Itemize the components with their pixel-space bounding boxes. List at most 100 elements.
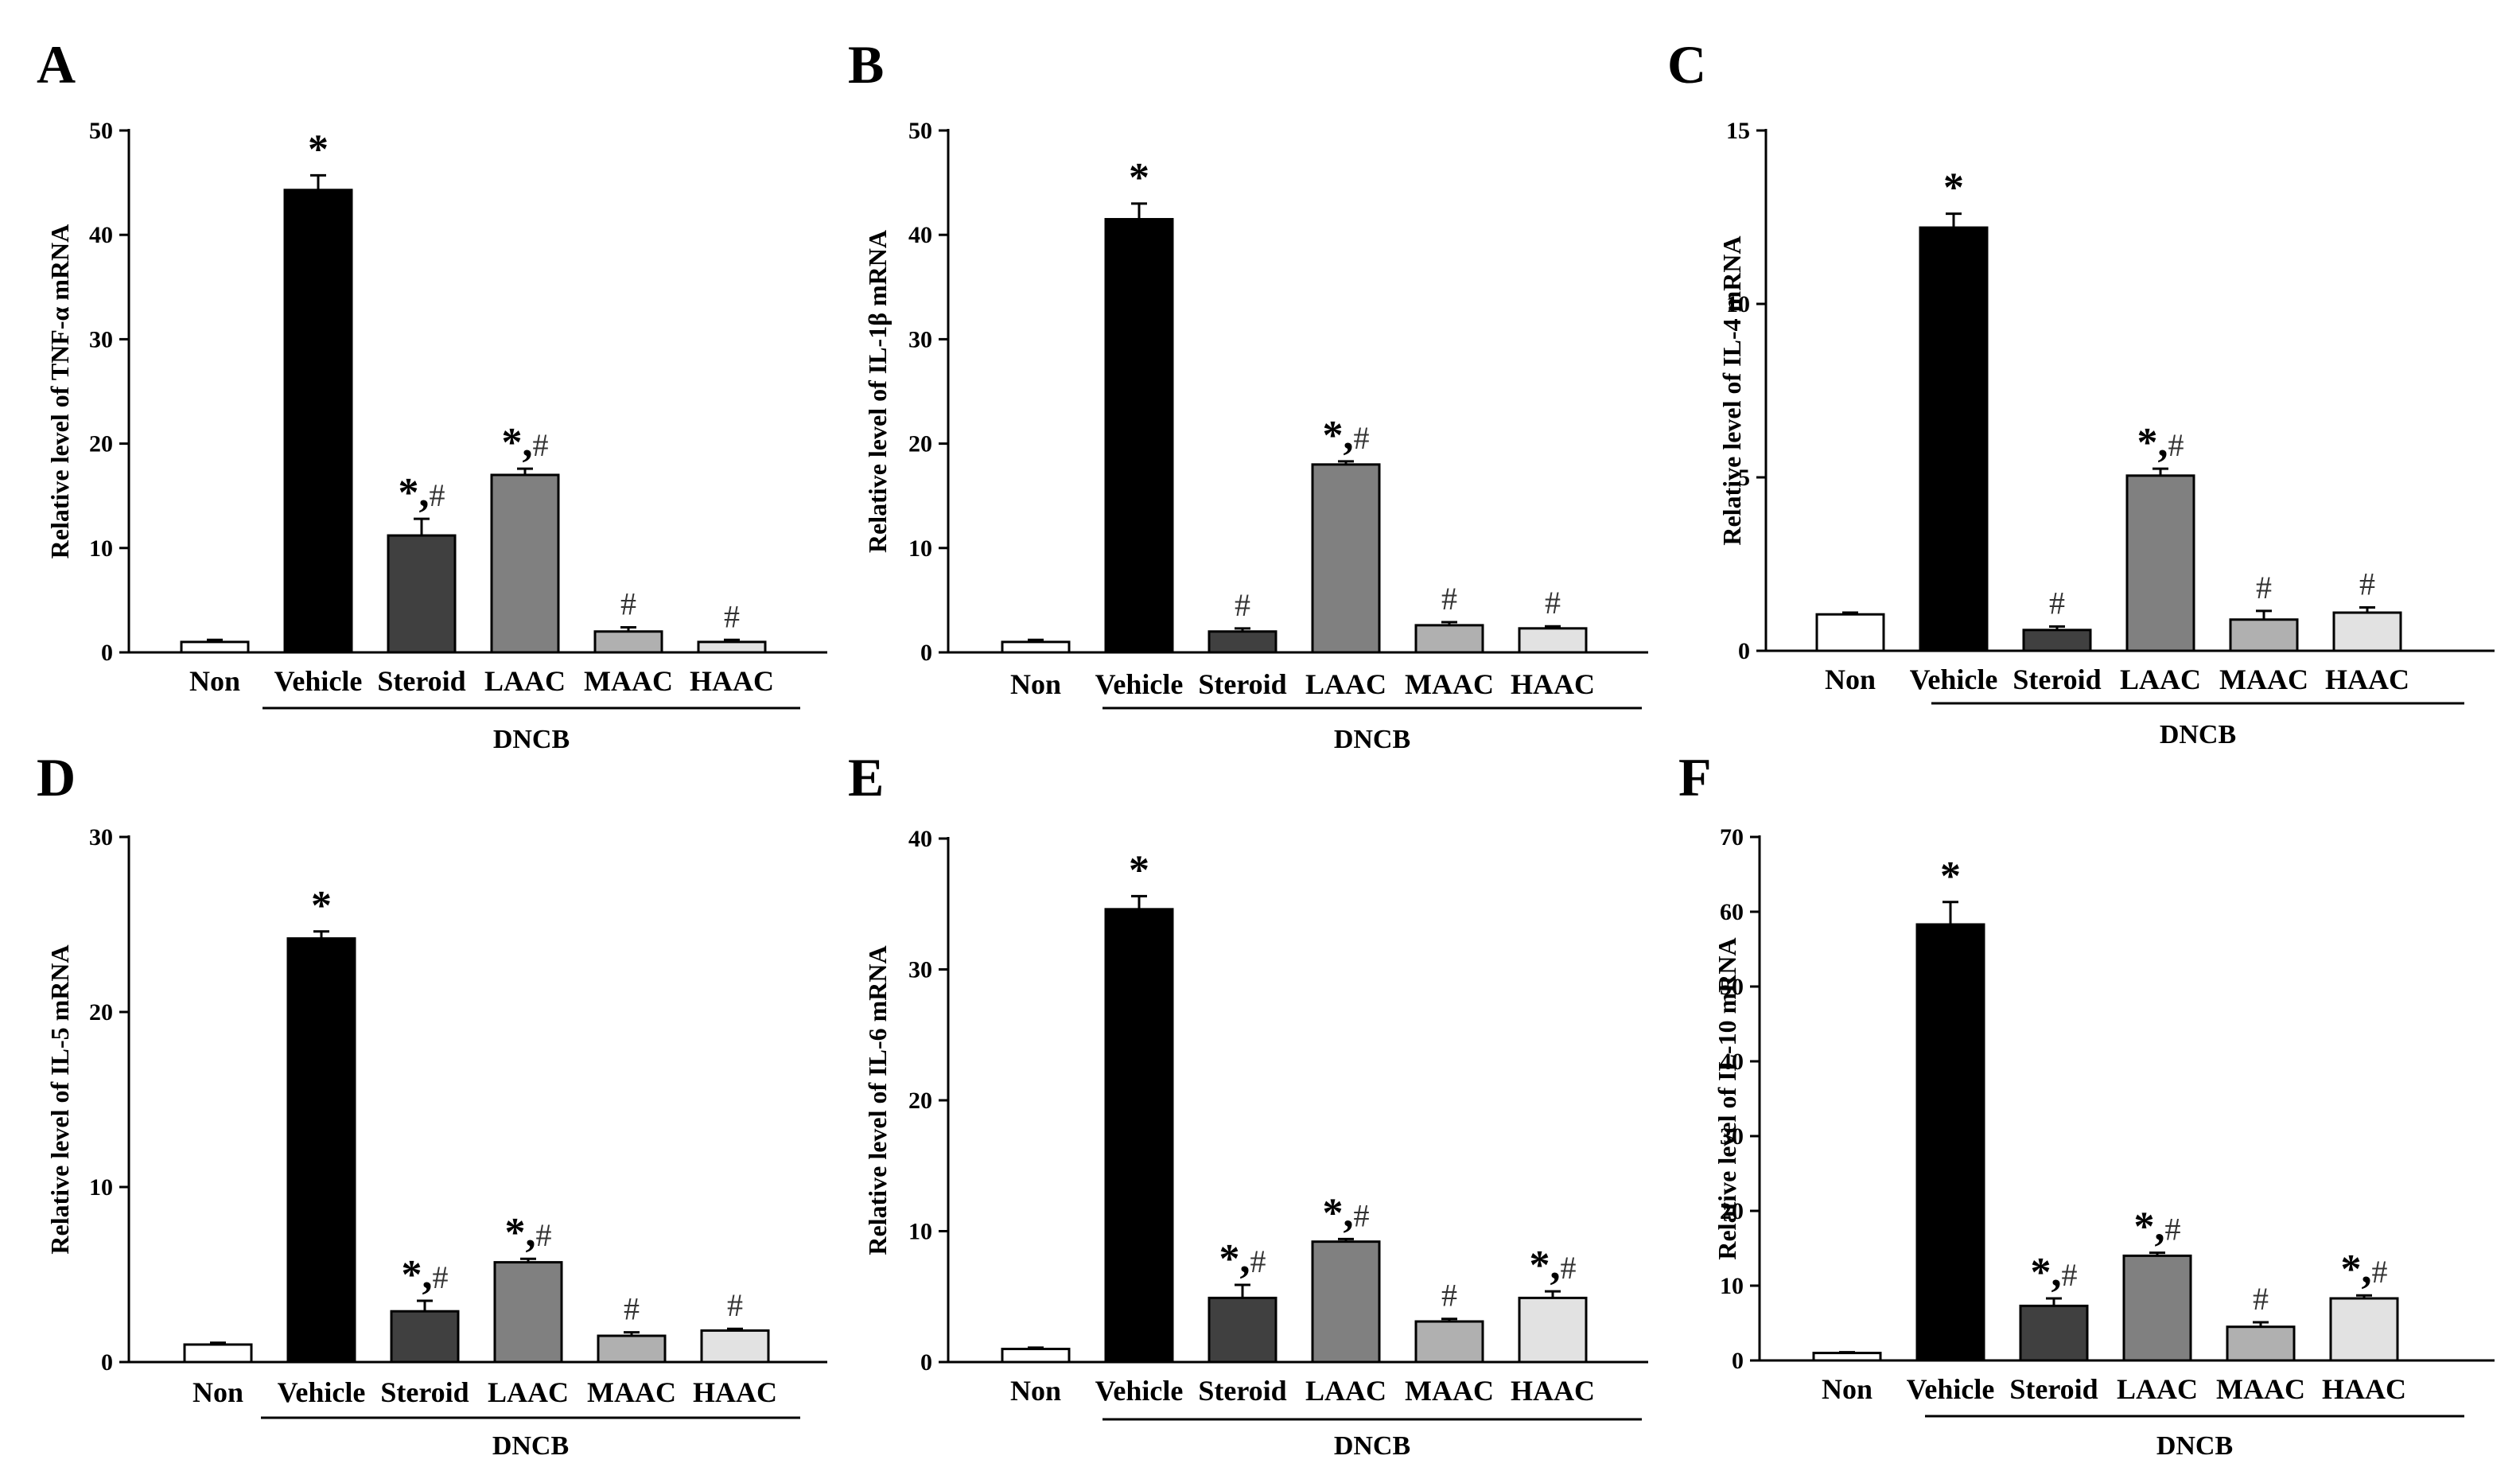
significance-hash: # xyxy=(2165,1212,2181,1247)
category-label: LAAC xyxy=(2120,664,2201,695)
y-tick-label: 20 xyxy=(89,999,113,1026)
y-tick-label: 10 xyxy=(1726,291,1750,317)
bar-maac xyxy=(597,1334,667,1364)
y-tick-label: 40 xyxy=(1720,1049,1744,1075)
significance-star: * xyxy=(402,1252,422,1298)
significance-mark: * xyxy=(1940,854,1961,899)
significance-star: * xyxy=(1940,854,1961,899)
significance-mark: # xyxy=(620,586,636,622)
category-label: Non xyxy=(189,665,240,697)
category-label: LAAC xyxy=(2117,1373,2198,1405)
bar-maac xyxy=(1414,1320,1484,1364)
category-label: HAAC xyxy=(2322,1373,2406,1405)
group-label: DNCB xyxy=(2160,720,2236,749)
category-label: MAAC xyxy=(2219,664,2308,695)
y-tick-label: 50 xyxy=(908,118,932,144)
significance-comma: , xyxy=(2158,420,2168,465)
y-tick-label: 30 xyxy=(908,957,932,983)
significance-hash: # xyxy=(1354,1197,1370,1233)
bar-laac xyxy=(490,473,560,654)
group-label: DNCB xyxy=(1334,725,1410,754)
significance-hash: # xyxy=(620,586,636,622)
category-label: LAAC xyxy=(1305,668,1386,700)
significance-star: * xyxy=(1530,1243,1550,1288)
significance-mark: # xyxy=(1235,587,1250,623)
category-label: Steroid xyxy=(2012,664,2101,695)
y-tick-label: 0 xyxy=(920,1349,932,1376)
group-label: DNCB xyxy=(1334,1431,1410,1461)
significance-hash: # xyxy=(724,598,740,634)
significance-comma: , xyxy=(419,470,430,516)
y-tick-label: 70 xyxy=(1720,824,1744,850)
category-label: Non xyxy=(1010,1375,1061,1407)
y-tick-label: 10 xyxy=(908,535,932,562)
significance-mark: # xyxy=(1441,581,1457,617)
y-tick-label: 20 xyxy=(89,431,113,457)
significance-mark: # xyxy=(624,1291,640,1327)
bar-non xyxy=(183,1343,253,1364)
panel-a: A 0 10 20 30 40 50 Relative level of TNF-α mRNA… xyxy=(37,34,827,754)
significance-star: * xyxy=(2031,1250,2051,1295)
category-label: Non xyxy=(1010,668,1061,700)
bar-non xyxy=(1001,1348,1071,1364)
y-tick-label: 30 xyxy=(89,824,113,850)
y-axis-label: Relative level of IL-6 mRNA xyxy=(863,945,892,1255)
bar-laac xyxy=(1311,1240,1381,1364)
group-label: DNCB xyxy=(493,725,570,754)
y-tick-label: 0 xyxy=(1738,638,1750,664)
significance-mark: *,# xyxy=(2134,1205,2181,1250)
y-tick-label: 50 xyxy=(1720,974,1744,1000)
y-tick-label: 60 xyxy=(1720,899,1744,925)
significance-mark: * xyxy=(311,883,332,928)
bar-non xyxy=(180,640,250,654)
category-label: MAAC xyxy=(584,665,673,697)
category-label: Vehicle xyxy=(1910,664,1998,695)
bar-steroid xyxy=(2022,629,2092,652)
significance-mark: *,# xyxy=(2341,1247,2388,1292)
panel-e: E 0 10 20 30 40 Relative level of IL-6 mRNA Non… xyxy=(848,747,1648,1461)
significance-mark: # xyxy=(2359,566,2375,602)
category-label: Vehicle xyxy=(1095,668,1184,700)
panel-letter: E xyxy=(848,747,884,808)
category-label: Vehicle xyxy=(274,665,363,697)
significance-comma: , xyxy=(523,420,533,465)
bar-vehicle xyxy=(286,937,356,1364)
category-label: Steroid xyxy=(380,1376,469,1408)
significance-hash: # xyxy=(1561,1250,1577,1286)
y-tick-label: 20 xyxy=(1720,1198,1744,1224)
bar-maac xyxy=(2229,618,2299,652)
panel-d: D 0 10 20 30 Relative level of IL-5 mRNA Non * V… xyxy=(37,747,827,1461)
significance-star: * xyxy=(1129,155,1149,200)
y-tick-label: 0 xyxy=(101,640,113,666)
significance-hash: # xyxy=(624,1291,640,1327)
y-axis-label: Relative level of IL-1β mRNA xyxy=(863,230,892,553)
significance-star: * xyxy=(502,420,523,465)
category-label: MAAC xyxy=(2216,1373,2305,1405)
significance-star: * xyxy=(1129,847,1149,893)
significance-star: * xyxy=(2137,420,2158,465)
significance-hash: # xyxy=(2062,1257,2078,1293)
significance-hash: # xyxy=(2359,566,2375,602)
significance-mark: *,# xyxy=(399,470,445,516)
category-label: Steroid xyxy=(2009,1373,2098,1405)
significance-hash: # xyxy=(2168,427,2184,463)
significance-mark: *,# xyxy=(2137,420,2184,465)
bar-steroid xyxy=(2019,1304,2089,1362)
significance-comma: , xyxy=(1550,1243,1561,1288)
panel-letter: C xyxy=(1667,34,1706,95)
y-axis-label: Relative level of IL-4 mRNA xyxy=(1717,235,1746,545)
bar-laac xyxy=(2122,1254,2192,1362)
group-label: DNCB xyxy=(492,1431,569,1461)
significance-comma: , xyxy=(1344,1190,1354,1236)
significance-hash: # xyxy=(430,477,445,513)
significance-mark: *,# xyxy=(1219,1236,1266,1282)
significance-mark: * xyxy=(1129,847,1149,893)
bar-steroid xyxy=(387,534,457,654)
category-label: Non xyxy=(1822,1373,1872,1405)
panel-letter: F xyxy=(1678,747,1712,808)
significance-mark: * xyxy=(308,126,329,172)
significance-comma: , xyxy=(2362,1247,2372,1292)
significance-hash: # xyxy=(2049,585,2065,621)
